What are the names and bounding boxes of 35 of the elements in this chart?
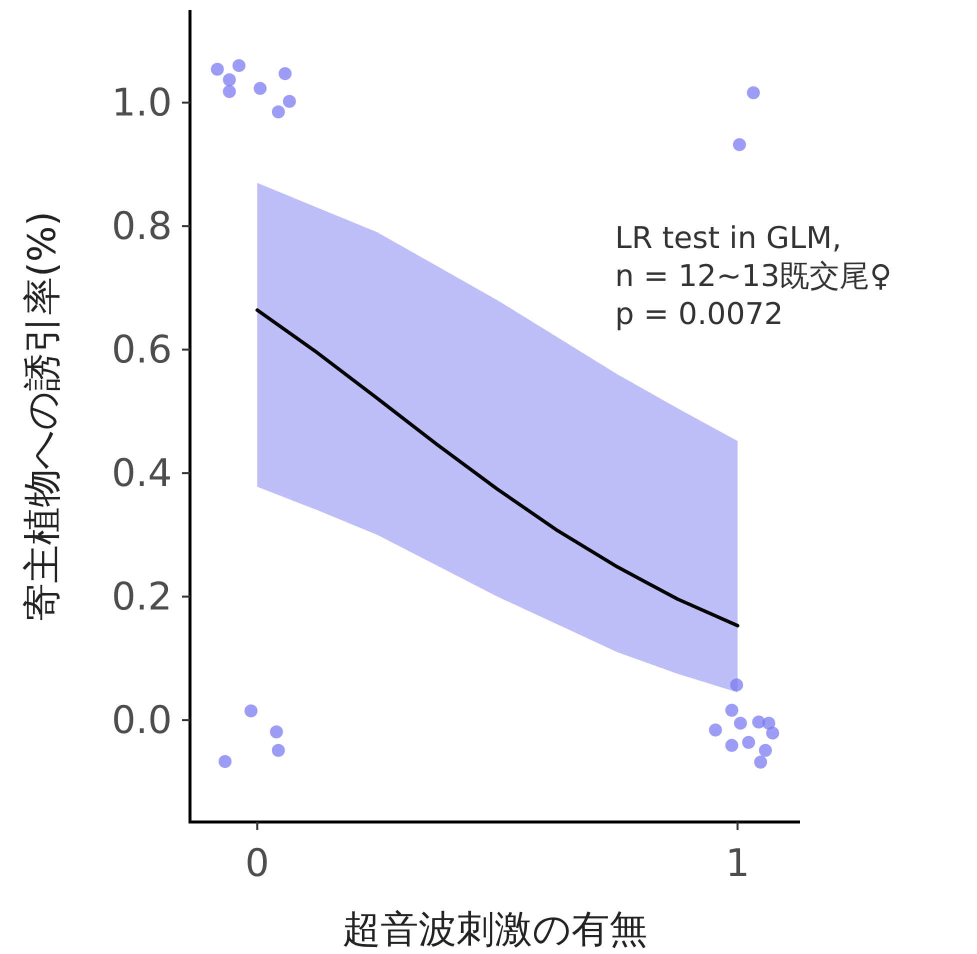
point xyxy=(222,73,236,86)
annotation: LR test in GLM, n = 12~13既交尾♀ p = 0.0072 xyxy=(615,221,892,332)
x-axis-title: 超音波刺激の有無 xyxy=(342,907,648,951)
point xyxy=(708,723,722,736)
point xyxy=(272,744,285,757)
point xyxy=(218,754,232,768)
point xyxy=(254,82,267,95)
y-tick-label: 1.0 xyxy=(112,80,172,125)
y-tick-label: 0.2 xyxy=(112,574,172,619)
y-tick-label: 0.8 xyxy=(112,204,172,248)
point xyxy=(725,738,738,752)
x-tick-label: 1 xyxy=(725,841,750,885)
y-tick-label: 0.4 xyxy=(112,451,172,496)
point xyxy=(210,62,224,76)
point xyxy=(766,726,780,740)
point xyxy=(272,105,285,118)
point xyxy=(742,736,756,749)
point xyxy=(278,67,292,80)
point xyxy=(758,744,772,757)
point xyxy=(730,678,744,692)
point xyxy=(734,716,747,730)
y-tick-label: 0.6 xyxy=(112,328,172,372)
y-tick-label: 0.0 xyxy=(112,698,172,742)
point xyxy=(746,86,760,100)
point xyxy=(725,704,738,717)
point xyxy=(754,756,768,769)
point xyxy=(244,704,258,718)
y-axis-title: 寄主植物への誘引率(%) xyxy=(20,211,64,621)
point xyxy=(282,94,296,108)
point xyxy=(762,716,776,730)
x-tick-label: 0 xyxy=(245,841,270,885)
point xyxy=(270,725,283,738)
point xyxy=(222,85,236,98)
point xyxy=(732,138,746,152)
point xyxy=(232,59,246,72)
